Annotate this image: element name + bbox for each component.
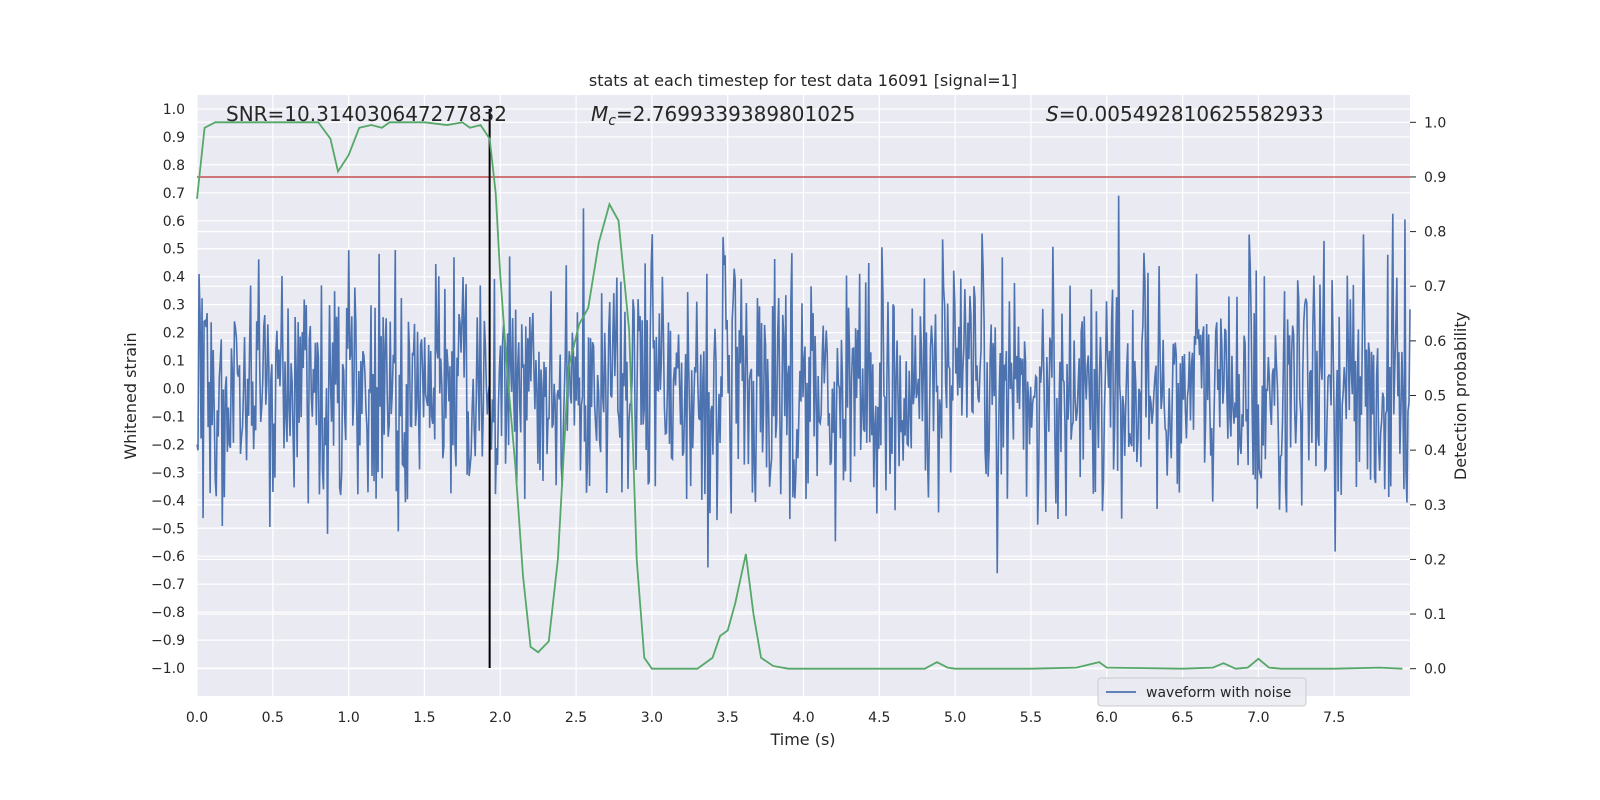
s-value: =0.005492810625582933 [1059,102,1324,126]
right-y-tick-labels: 1.0 0.9 0.8 0.7 0.6 0.5 0.4 0.3 0.2 0.1 0.0 [1410,115,1446,678]
s-annotation: S=0.005492810625582933 [1046,102,1324,126]
right-y-tick-label: 0.7 [1424,279,1446,295]
x-tick-label: 0.0 [186,710,208,726]
left-y-tick-label: −0.7 [151,577,185,593]
right-y-tick-label: 0.3 [1424,498,1446,514]
left-y-tick-label: 0.8 [163,158,185,174]
right-y-axis-label: Detection probability [1451,312,1470,480]
right-y-tick-label: 1.0 [1424,115,1446,131]
left-y-tick-labels: 1.0 0.9 0.8 0.7 0.6 0.5 0.4 0.3 0.2 0.1 0.0 −0.1 −0.… [151,102,185,677]
x-tick-label: 7.0 [1247,710,1269,726]
right-y-tick-label: 0.8 [1424,225,1446,241]
x-tick-labels: 0.0 0.5 1.0 1.5 2.0 2.5 3.0 3.5 4.0 4.5 5.0 5.5 6.0 6… [186,710,1345,726]
s-symbol: S [1046,102,1059,126]
right-y-tick-label: 0.1 [1424,607,1446,623]
left-y-tick-label: 0.3 [163,298,185,314]
x-tick-label: 7.5 [1323,710,1345,726]
chirp-mass-symbol: M [591,102,608,126]
left-y-tick-label: −0.4 [151,493,185,509]
x-tick-label: 3.5 [717,710,739,726]
legend-box [1097,677,1307,707]
left-y-tick-label: 0.0 [163,382,185,398]
left-y-tick-label: 0.5 [163,242,185,258]
left-y-tick-label: −0.1 [151,409,185,425]
chirp-mass-subscript: c [608,113,616,129]
detection-probability-line [196,121,1403,670]
x-tick-label: 5.0 [944,710,966,726]
x-tick-label: 6.5 [1171,710,1193,726]
left-y-axis-label: Whitened strain [121,332,140,459]
right-y-tick-label: 0.4 [1424,443,1446,459]
x-tick-label: 5.5 [1020,710,1042,726]
left-y-tick-label: 1.0 [163,102,185,118]
legend-label: waveform with noise [1146,685,1291,701]
left-y-tick-label: −0.6 [151,549,185,565]
left-y-tick-label: −1.0 [151,661,185,677]
waveform-series [196,195,1411,574]
left-y-tick-label: 0.2 [163,326,185,342]
snr-annotation: SNR=10.314030647277832 [226,102,507,126]
left-y-tick-label: 0.4 [163,270,185,286]
left-y-tick-label: −0.3 [151,465,185,481]
x-tick-label: 1.0 [337,710,359,726]
left-y-tick-label: 0.7 [163,186,185,202]
right-y-tick-label: 0.9 [1424,170,1446,186]
legend: waveform with noise [1097,677,1307,707]
left-y-tick-label: −0.2 [151,437,185,453]
x-tick-label: 0.5 [262,710,284,726]
x-tick-label: 1.5 [413,710,435,726]
x-tick-label: 6.0 [1096,710,1118,726]
left-y-tick-label: −0.5 [151,521,185,537]
x-tick-label: 2.5 [565,710,587,726]
chart-title: stats at each timestep for test data 160… [589,71,1017,90]
left-y-tick-label: −0.9 [151,633,185,649]
right-y-tick-label: 0.2 [1424,552,1446,568]
right-y-tick-label: 0.5 [1424,389,1446,405]
left-y-tick-label: 0.1 [163,354,185,370]
x-tick-label: 4.5 [868,710,890,726]
waveform-line [196,195,1411,574]
left-y-tick-label: 0.9 [163,130,185,146]
left-y-tick-label: −0.8 [151,605,185,621]
x-axis-label: Time (s) [769,730,835,749]
chirp-mass-annotation: Mc=2.7699339389801025 [591,102,855,129]
left-y-tick-label: 0.6 [163,214,185,230]
x-tick-label: 4.0 [792,710,814,726]
x-tick-label: 3.0 [641,710,663,726]
right-y-tick-label: 0.6 [1424,334,1446,350]
right-y-tick-label: 0.0 [1424,662,1446,678]
chirp-mass-value: =2.7699339389801025 [616,102,855,126]
x-tick-label: 2.0 [489,710,511,726]
